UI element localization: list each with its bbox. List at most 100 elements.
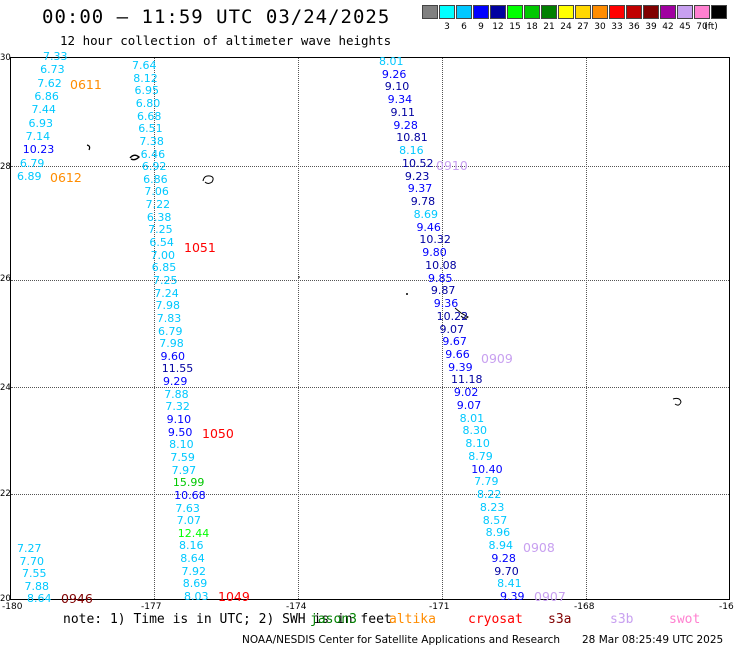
wave-height-value: 6.86 <box>143 172 168 186</box>
grid-line-lon <box>154 58 155 599</box>
color-scale-unit: (ft) <box>704 22 718 32</box>
wave-height-value: 8.64 <box>27 592 52 605</box>
wave-height-value: 8.69 <box>182 577 208 591</box>
wave-height-value: 7.55 <box>22 567 47 580</box>
grid-line-lon <box>586 58 587 599</box>
wave-height-value: 7.24 <box>154 286 179 300</box>
wave-height-value: 10.40 <box>471 462 503 476</box>
wave-height-value: 6.79 <box>158 324 183 338</box>
wave-height-value: 8.64 <box>180 552 205 566</box>
wave-height-value: 6.89 <box>17 170 42 183</box>
pass-time-label: 1050 <box>202 426 234 441</box>
wave-height-value: 9.10 <box>166 413 192 426</box>
wave-height-value: 10.81 <box>396 131 428 145</box>
wave-height-value: 9.50 <box>167 425 193 439</box>
island-icon <box>129 154 141 161</box>
wave-height-value: 9.39 <box>500 590 525 603</box>
wave-height-value: 10.22 <box>436 309 469 323</box>
wave-height-value: 8.94 <box>488 539 513 553</box>
wave-height-value: 6.51 <box>138 122 163 136</box>
satellite-legend-s3b: s3b <box>610 612 634 627</box>
satellite-legend-jason3: jason3 <box>310 612 357 627</box>
pass-time-label: 0612 <box>50 170 82 185</box>
lon-tick-label: -171 <box>429 602 450 612</box>
wave-height-value: 6.86 <box>34 90 59 103</box>
wave-height-value: 8.96 <box>485 526 511 540</box>
wave-height-value: 6.68 <box>136 109 162 123</box>
wave-height-value: 15.99 <box>172 476 205 490</box>
lat-tick-label: 28 <box>0 162 11 172</box>
pass-time-label: 0907 <box>534 589 566 604</box>
wave-height-value: 10.23 <box>22 143 55 157</box>
color-scale-swatch <box>456 5 472 19</box>
wave-height-value: 7.25 <box>153 273 178 287</box>
wave-height-value: 10.08 <box>425 258 457 272</box>
island-icon <box>86 144 91 151</box>
color-scale-label: 18 <box>526 22 538 32</box>
units-note: note: 1) Time is in UTC; 2) SWH is in fe… <box>63 612 392 627</box>
generated-timestamp: 28 Mar 08:25:49 UTC 2025 <box>582 634 724 646</box>
color-scale-label: 9 <box>478 22 484 32</box>
wave-height-value: 10.32 <box>419 233 451 247</box>
wave-height-value: 8.10 <box>169 438 194 452</box>
wave-height-value: 8.79 <box>468 449 493 463</box>
wave-height-value: 6.80 <box>135 96 161 110</box>
wave-height-value: 7.00 <box>150 248 176 262</box>
lon-tick-label: -174 <box>286 602 307 612</box>
color-scale-label: 36 <box>628 22 640 32</box>
wave-height-value: 6.93 <box>28 116 54 130</box>
map-subtitle: 12 hour collection of altimeter wave hei… <box>60 33 392 48</box>
wave-height-value: 9.60 <box>160 349 185 363</box>
wave-height-value: 7.64 <box>132 59 157 72</box>
lat-tick-label: 30 <box>0 53 11 63</box>
pass-time-label: 0908 <box>523 540 555 555</box>
wave-height-value: 9.29 <box>162 375 188 389</box>
island-icon <box>454 307 469 319</box>
lon-tick-label: -16 <box>719 602 734 612</box>
wave-height-value: 9.87 <box>430 284 456 298</box>
color-scale-label: 70 <box>696 22 708 32</box>
wave-height-value: 8.12 <box>133 71 158 85</box>
wave-height-value: 10.68 <box>174 488 206 502</box>
wave-height-value: 8.69 <box>413 207 439 221</box>
wave-height-value: 8.30 <box>462 424 488 438</box>
wave-height-value: 9.10 <box>384 80 410 94</box>
wave-height-value: 7.27 <box>17 542 42 555</box>
wave-height-value: 9.70 <box>494 564 519 578</box>
wave-height-value: 7.79 <box>474 475 499 489</box>
wave-height-value: 6.38 <box>146 210 172 224</box>
map-title: 00:00 – 11:59 UTC 03/24/2025 <box>42 6 391 28</box>
wave-height-value: 7.98 <box>159 337 184 351</box>
wave-height-value: 9.07 <box>439 322 465 336</box>
wave-height-value: 9.07 <box>456 398 482 412</box>
wave-height-value: 9.26 <box>381 67 407 81</box>
wave-height-value: 7.32 <box>165 400 190 414</box>
pass-time-label: 0910 <box>436 158 468 173</box>
color-scale-swatch <box>592 5 608 19</box>
wave-height-value: 7.06 <box>144 185 169 199</box>
color-scale-label: 39 <box>645 22 657 32</box>
wave-height-value: 9.66 <box>445 347 470 361</box>
wave-height-value: 8.01 <box>459 411 485 425</box>
wave-height-value: 9.85 <box>427 271 453 285</box>
wave-height-value: 8.16 <box>179 539 204 553</box>
wave-height-value: 7.70 <box>19 554 45 568</box>
color-scale-swatch <box>694 5 710 19</box>
wave-height-value: 6.73 <box>40 63 65 77</box>
grid-line-lat <box>11 280 729 281</box>
color-scale-swatch <box>473 5 489 19</box>
color-scale-label: 21 <box>543 22 555 32</box>
wave-height-value: 7.44 <box>31 103 56 117</box>
wave-height-value: 7.62 <box>37 76 62 90</box>
wave-height-value: 6.79 <box>19 156 45 170</box>
wave-height-value: 10.52 <box>402 156 434 170</box>
color-scale-label: 30 <box>594 22 606 32</box>
lon-tick-label: -177 <box>141 602 162 612</box>
color-scale-label: 24 <box>560 22 572 32</box>
wave-height-value: 8.03 <box>184 590 209 603</box>
wave-height-value: 8.23 <box>479 500 505 514</box>
lat-tick-label: 22 <box>0 489 11 499</box>
wave-height-value: 9.36 <box>433 297 459 311</box>
wave-height-value: 9.78 <box>410 195 436 209</box>
wave-height-value: 7.07 <box>176 514 202 528</box>
